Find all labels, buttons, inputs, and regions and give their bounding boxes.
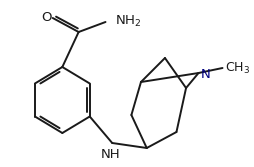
Text: O: O [42,11,52,24]
Text: NH: NH [101,147,120,160]
Text: CH$_3$: CH$_3$ [225,60,250,75]
Text: N: N [200,67,210,80]
Text: NH$_2$: NH$_2$ [115,14,141,29]
